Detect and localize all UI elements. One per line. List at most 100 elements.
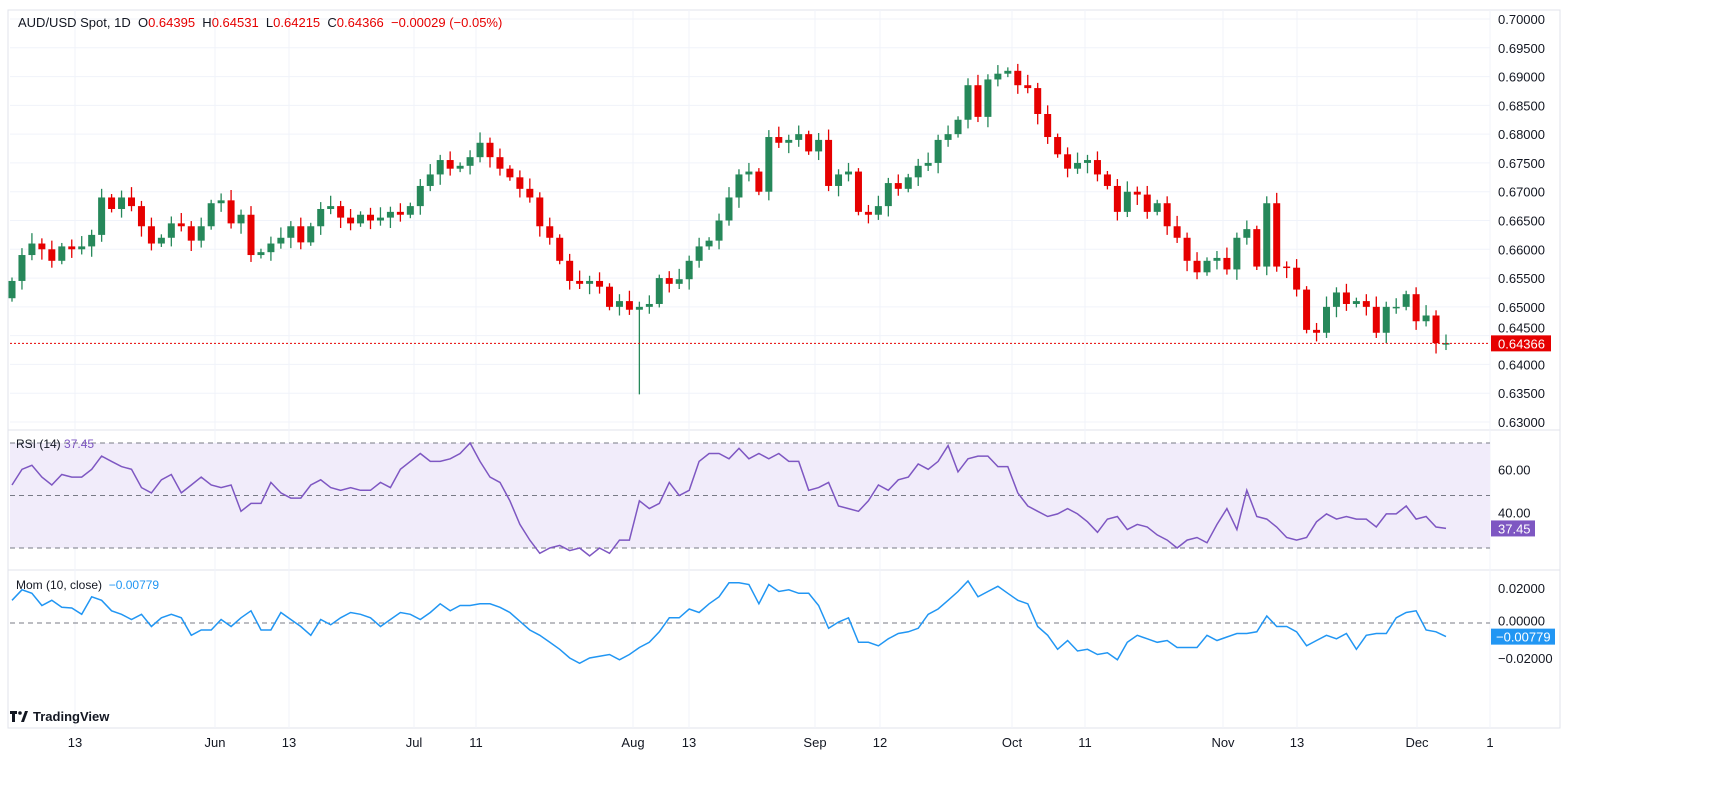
candle-up xyxy=(745,171,753,175)
candle-up xyxy=(835,174,843,186)
time-tick-label: 1 xyxy=(1486,735,1493,750)
tradingview-logo[interactable]: TradingView xyxy=(10,709,109,724)
high-value: 0.64531 xyxy=(211,15,259,30)
candle-up xyxy=(307,226,315,243)
candle-down xyxy=(38,243,46,250)
time-tick-label: Jul xyxy=(406,735,423,750)
candle-up xyxy=(58,246,66,261)
candle-down xyxy=(1183,237,1191,261)
rsi-tick-label: 40.00 xyxy=(1498,505,1531,520)
candle-up xyxy=(157,237,165,244)
price-tick-label: 0.66500 xyxy=(1498,214,1545,229)
mom-value-label: −0.00779 xyxy=(1496,630,1551,645)
candle-up xyxy=(416,185,424,207)
candle-down xyxy=(864,211,872,215)
time-tick-label: 11 xyxy=(1078,735,1092,750)
candle-down xyxy=(596,280,604,287)
candle-down xyxy=(137,206,145,227)
candle-up xyxy=(1074,162,1082,169)
rsi-tick-label: 60.00 xyxy=(1498,462,1531,477)
candle-up xyxy=(1153,203,1161,212)
symbol-title[interactable]: AUD/USD Spot, 1D xyxy=(18,15,131,30)
candle-up xyxy=(914,165,922,178)
candle-up xyxy=(8,280,16,299)
candle-down xyxy=(337,206,345,218)
candle-down xyxy=(974,85,982,117)
candle-down xyxy=(347,217,355,224)
candle-up xyxy=(406,206,414,215)
candle-down xyxy=(1253,229,1261,267)
price-tick-label: 0.70000 xyxy=(1498,12,1545,27)
candle-up xyxy=(88,234,96,247)
candle-up xyxy=(924,162,932,166)
candle-up xyxy=(1203,260,1211,273)
candle-down xyxy=(1133,191,1141,195)
mom-line xyxy=(11,579,1447,665)
price-tick-label: 0.63000 xyxy=(1498,415,1545,430)
candle-up xyxy=(436,160,444,175)
candle-down xyxy=(367,214,374,221)
candle-down xyxy=(1342,292,1350,304)
candle-down xyxy=(665,278,673,284)
candle-down xyxy=(606,286,613,307)
candle-down xyxy=(1223,257,1231,270)
mom-legend[interactable]: Mom (10, close) −0.00779 xyxy=(16,578,159,592)
candle-up xyxy=(118,197,126,209)
candle-up xyxy=(765,137,773,192)
candle-up xyxy=(984,79,992,117)
high-label: H xyxy=(202,15,212,30)
candle-up xyxy=(28,243,36,256)
candle-up xyxy=(705,240,713,247)
candle-down xyxy=(177,223,185,227)
candle-up xyxy=(715,220,723,241)
time-tick-label: 13 xyxy=(282,735,296,750)
rsi-value: 37.45 xyxy=(64,437,95,451)
candle-down xyxy=(128,197,135,207)
candle-up xyxy=(1213,257,1221,261)
candle-up xyxy=(944,134,952,140)
candle-down xyxy=(1412,294,1420,322)
candle-up xyxy=(277,237,285,244)
candle-up xyxy=(685,260,693,280)
candle-down xyxy=(1103,174,1111,186)
candle-up xyxy=(357,214,365,224)
candle-up xyxy=(1084,160,1091,163)
time-tick-label: Sep xyxy=(803,735,826,750)
candle-up xyxy=(994,73,1002,80)
rsi-band xyxy=(10,442,1490,624)
time-tick-label: 13 xyxy=(1290,735,1304,750)
candle-up xyxy=(1263,203,1271,267)
candle-down xyxy=(1034,88,1042,114)
candle-up xyxy=(934,139,942,163)
candle-up xyxy=(1332,292,1340,307)
candle-down xyxy=(1163,203,1171,227)
price-tick-label: 0.69000 xyxy=(1498,70,1545,85)
price-tick-label: 0.67500 xyxy=(1498,156,1545,171)
candle-down xyxy=(894,183,902,189)
candle-down xyxy=(108,197,116,209)
candle-up xyxy=(1233,237,1241,270)
candle-down xyxy=(1193,260,1201,273)
candle-down xyxy=(247,214,255,256)
candle-up xyxy=(1323,306,1330,333)
candle-down xyxy=(625,301,633,310)
candle-up xyxy=(257,252,265,256)
candle-up xyxy=(725,197,733,221)
candle-up xyxy=(98,197,106,235)
candle-up xyxy=(207,203,215,227)
candle-down xyxy=(446,160,454,169)
change-value: −0.00029 (−0.05%) xyxy=(391,15,503,30)
candle-down xyxy=(48,249,56,261)
candle-up xyxy=(1402,294,1410,307)
candle-up xyxy=(476,142,484,158)
last-price-badge xyxy=(1491,335,1551,352)
candle-up xyxy=(267,243,275,253)
candle-up xyxy=(615,301,623,307)
rsi-legend[interactable]: RSI (14) 37.45 xyxy=(16,437,94,451)
candle-up xyxy=(586,280,594,284)
candle-up xyxy=(1422,315,1430,322)
mom-tick-label: 0.02000 xyxy=(1498,581,1545,596)
candle-up xyxy=(845,171,852,175)
candle-down xyxy=(1143,194,1151,212)
